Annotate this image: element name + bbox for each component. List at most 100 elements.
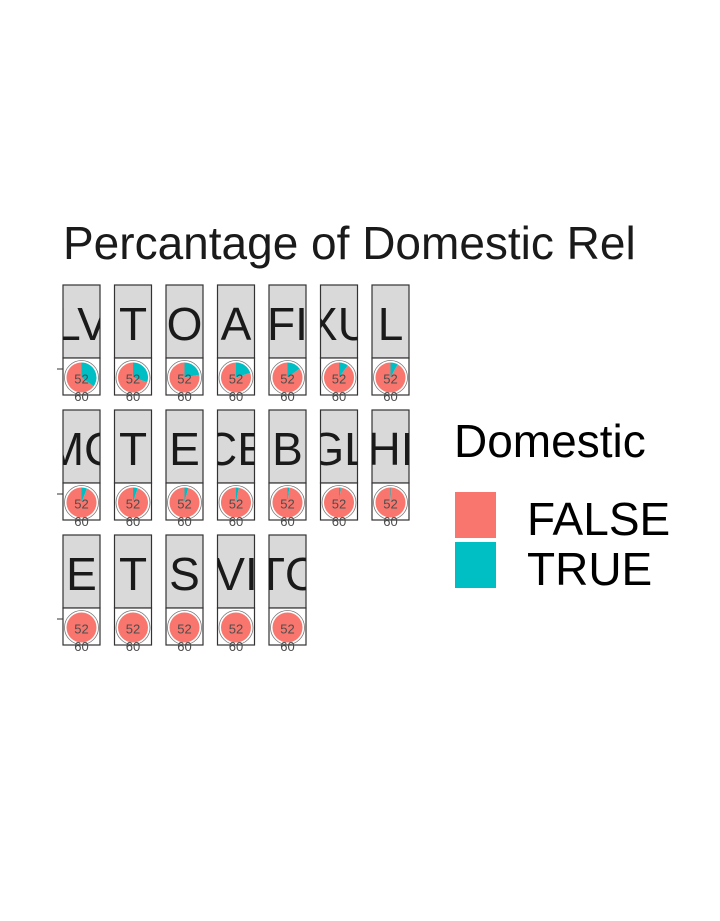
pie-slice-false [66, 362, 94, 393]
theta-tick-label: 52 [74, 622, 88, 637]
grid-ring [64, 360, 99, 395]
facet-strip-label: XU [307, 298, 371, 350]
facet-panel: O 52 60 [165, 284, 204, 404]
theta-tick-label: 52 [383, 372, 397, 387]
pie-slice-true [133, 362, 148, 383]
theta-tick-label: 52 [177, 497, 191, 512]
facet-strip-label: O [167, 298, 203, 350]
theta-tick-label: 52 [126, 622, 140, 637]
theta-tick-label: 52 [126, 497, 140, 512]
pie-slice-true [133, 487, 138, 503]
facet-panel: XU 52 60 [307, 284, 371, 404]
pie-slice-false [117, 487, 148, 518]
theta-tick-label: 60 [126, 389, 140, 404]
pie-slice-true [390, 362, 398, 378]
theta-tick-label: 60 [383, 514, 397, 529]
facet-strip [319, 284, 359, 359]
facet-panel: VI 52 60 [214, 534, 257, 654]
facet-panel: E 52 60 [62, 534, 101, 654]
theta-tick-label: 52 [74, 372, 88, 387]
pie-slice-true [339, 362, 348, 378]
pie-slice-true [236, 362, 251, 378]
theta-tick-label: 52 [280, 497, 294, 512]
facet-strip [216, 534, 256, 609]
facet-strip-label: A [221, 298, 252, 350]
grid-ring [115, 360, 151, 395]
facet-strip-label: CE [204, 423, 268, 475]
facet-strip-label: T [119, 548, 147, 600]
theta-tick-label: 60 [280, 639, 294, 654]
grid-ring [321, 360, 357, 395]
grid-ring [115, 485, 151, 520]
chart-title: Percantage of Domestic Rel [63, 217, 636, 269]
facet-panel: T 52 60 [113, 409, 153, 529]
grid-ring [373, 360, 408, 395]
facet-panel: A 52 60 [216, 284, 256, 404]
theta-tick-label: 52 [177, 622, 191, 637]
facet-strip-label: LV [55, 298, 108, 350]
grid-ring [64, 610, 99, 645]
facet-panel: TC 52 60 [268, 534, 307, 654]
theta-tick-label: 60 [74, 389, 88, 404]
grid-ring [167, 360, 202, 395]
theta-tick-label: 52 [383, 497, 397, 512]
pie-slice-true [339, 487, 341, 503]
theta-tick-label: 52 [229, 372, 243, 387]
theta-tick-label: 52 [332, 372, 346, 387]
facet-panel: T 52 60 [113, 534, 153, 654]
facet-panel: B 52 60 [268, 409, 307, 529]
grid-ring [64, 485, 99, 520]
pie-slice-true [81, 487, 88, 503]
pie-slice-false [118, 362, 148, 393]
facet-panel: CE 52 60 [204, 409, 268, 529]
theta-tick-label: 60 [332, 389, 346, 404]
facet-panels: LV5260T5260O5260A5260FI5260XU5260L5260MC… [46, 284, 414, 654]
facet-panel: HI 52 60 [368, 409, 414, 529]
facet-strip-label: T [119, 298, 147, 350]
grid-ring [218, 360, 254, 395]
pie-slice-false [66, 612, 97, 643]
theta-tick-label: 60 [280, 389, 294, 404]
pie-slice-false [323, 487, 354, 518]
facet-strip [62, 284, 101, 359]
pie-slice-true [236, 487, 239, 503]
grid-ring [270, 485, 305, 520]
grid-ring [270, 610, 305, 645]
facet-panel: T 52 60 [113, 284, 153, 404]
facet-panel: E 52 60 [165, 409, 204, 529]
facet-panel: GL 52 60 [319, 409, 359, 529]
pie-slice-true [81, 362, 97, 387]
facet-panel: S 52 60 [165, 534, 204, 654]
facet-strip [216, 284, 256, 359]
pie-slice-true [390, 487, 392, 503]
facet-strip-label: T [119, 423, 147, 475]
facet-strip [165, 284, 204, 359]
facet-strip-label: MC [46, 423, 118, 475]
facet-strip-label: VI [214, 548, 257, 600]
legend: Domestic FALSE TRUE [454, 415, 670, 595]
theta-tick-label: 52 [229, 622, 243, 637]
facet-strip [165, 409, 204, 484]
legend-key-true [455, 542, 496, 588]
theta-tick-label: 60 [383, 389, 397, 404]
grid-ring [218, 610, 254, 645]
facet-strip [62, 409, 101, 484]
facet-strip [62, 534, 101, 609]
pie-slice-true [184, 487, 189, 503]
theta-tick-label: 60 [332, 514, 346, 529]
theta-tick-label: 52 [74, 497, 88, 512]
facet-strip-label: HI [368, 423, 414, 475]
theta-tick-label: 60 [229, 639, 243, 654]
theta-tick-label: 60 [126, 514, 140, 529]
theta-tick-label: 60 [74, 639, 88, 654]
legend-label-true: TRUE [527, 543, 652, 595]
grid-ring [115, 610, 151, 645]
facet-strip [165, 534, 204, 609]
facet-strip-label: E [66, 548, 97, 600]
facet-strip-label: E [169, 423, 200, 475]
theta-tick-label: 60 [229, 389, 243, 404]
facet-strip-label: FI [267, 298, 308, 350]
theta-tick-label: 52 [126, 372, 140, 387]
facet-strip [113, 534, 153, 609]
